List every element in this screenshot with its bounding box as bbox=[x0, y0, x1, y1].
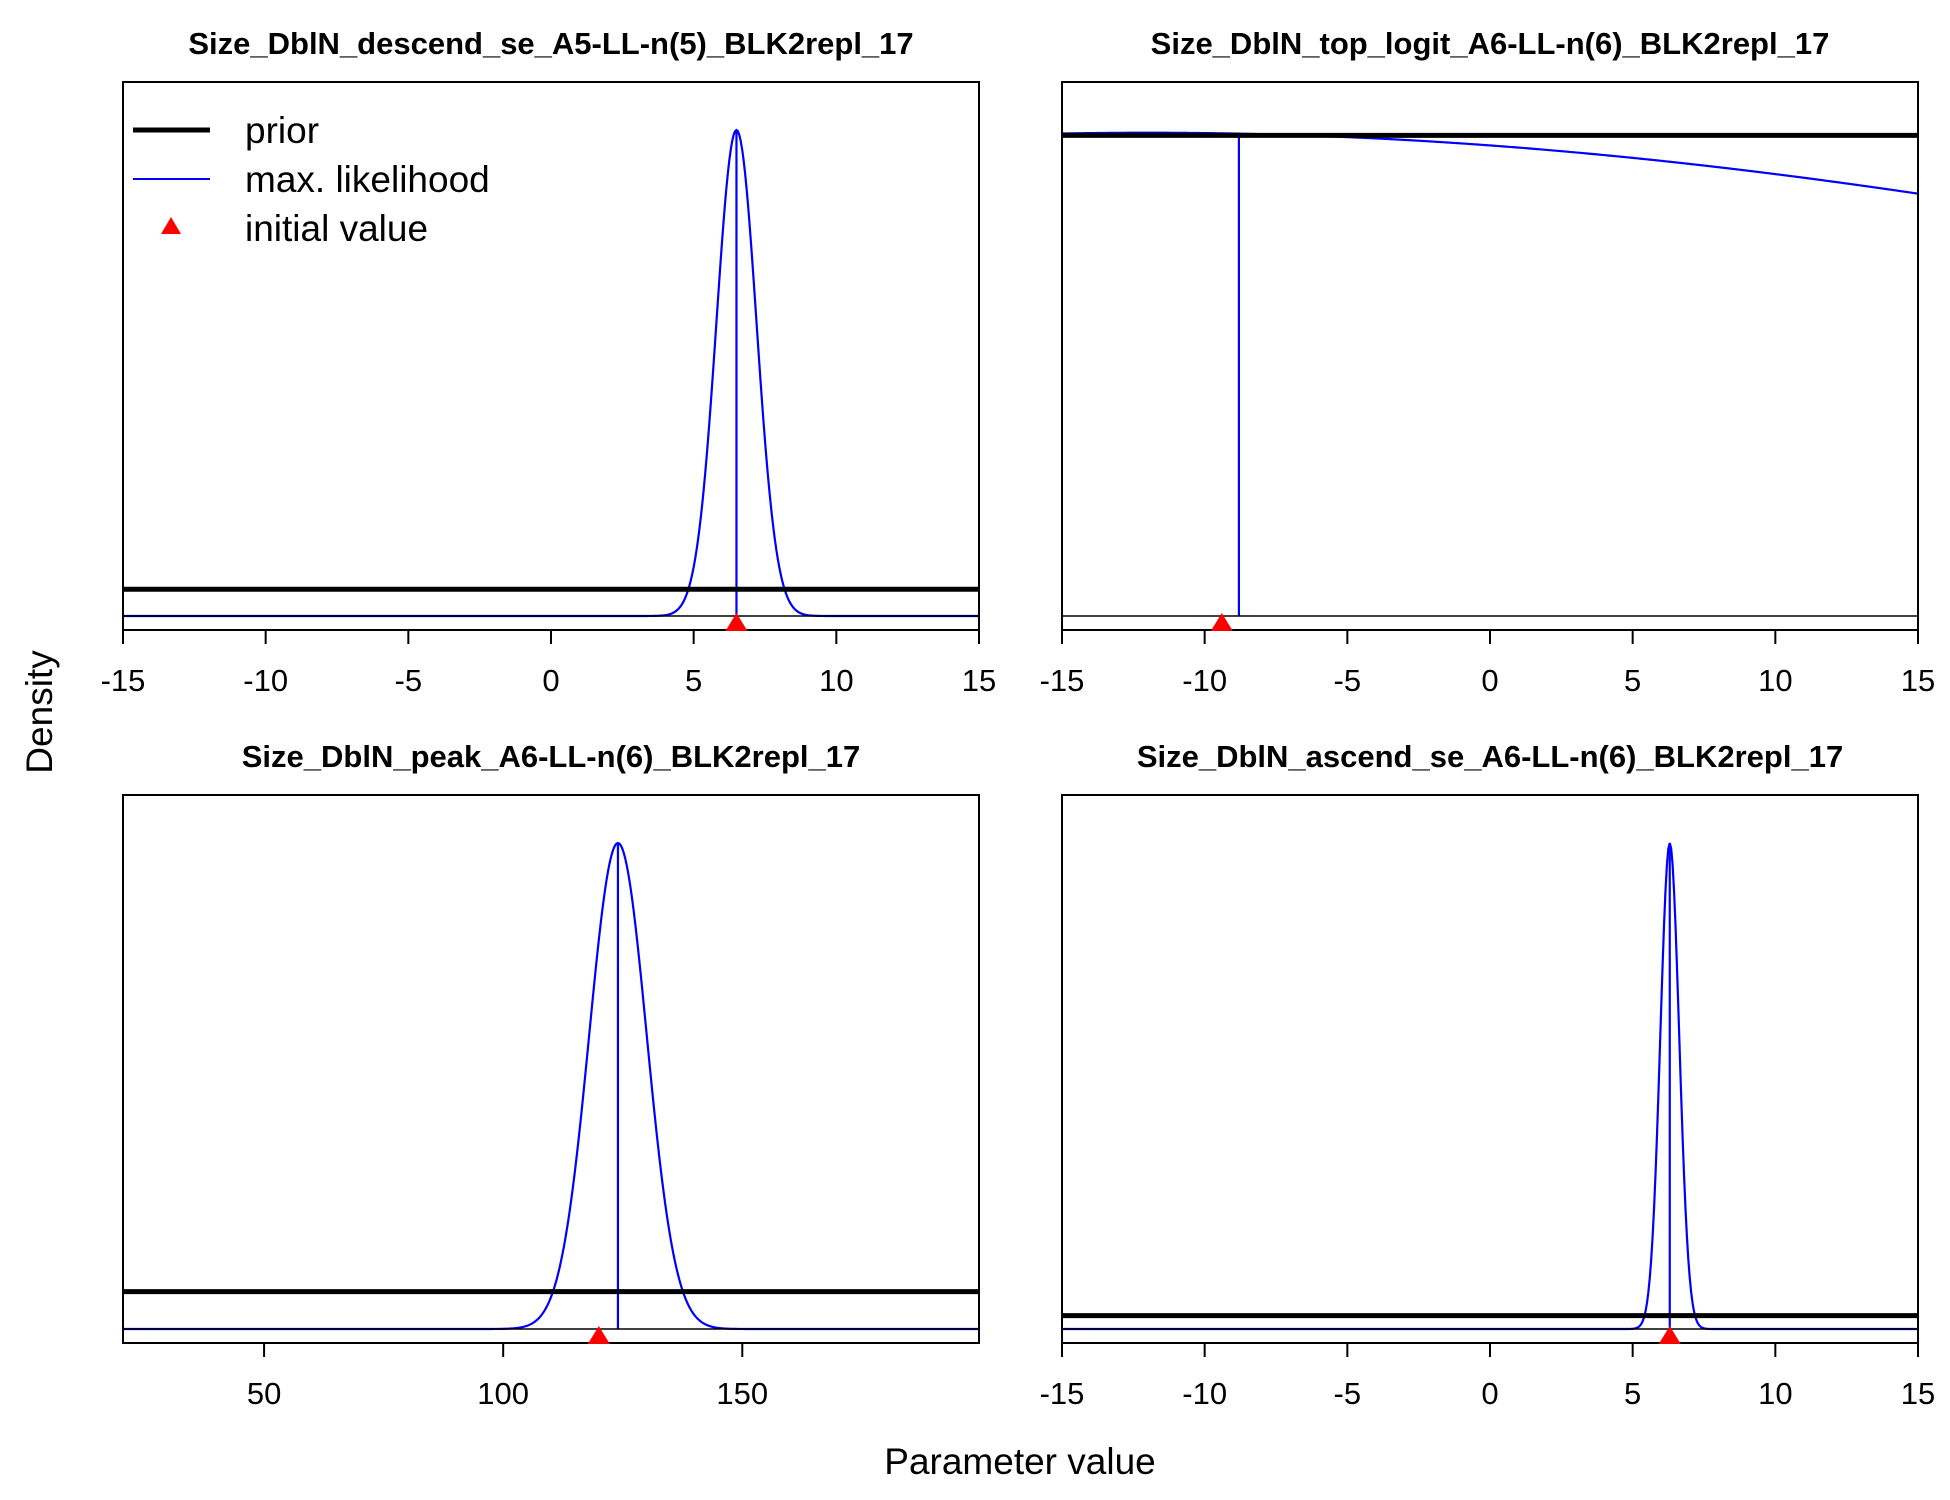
x-tick-label: 10 bbox=[1758, 663, 1792, 698]
x-axis-title: Parameter value bbox=[884, 1441, 1155, 1482]
x-tick-label: 0 bbox=[1481, 663, 1498, 698]
initial-value-marker bbox=[725, 613, 748, 631]
legend-initial-marker bbox=[161, 217, 181, 234]
x-tick-label: 10 bbox=[819, 663, 853, 698]
panel-3: Size_DblN_peak_A6-LL-n(6)_BLK2repl_17 50 1… bbox=[122, 739, 980, 1411]
legend: prior max. likelihood initial value bbox=[133, 110, 490, 249]
x-tick-label: 0 bbox=[542, 663, 559, 698]
plot-area bbox=[1062, 842, 1918, 1331]
initial-value-marker bbox=[1210, 613, 1233, 631]
x-tick-label: -15 bbox=[1040, 1376, 1085, 1411]
panel-title: Size_DblN_ascend_se_A6-LL-n(6)_BLK2repl_… bbox=[1137, 739, 1843, 774]
legend-prior-label: prior bbox=[245, 110, 319, 151]
legend-initial-label: initial value bbox=[245, 208, 428, 249]
y-axis-title: Density bbox=[19, 650, 60, 774]
x-tick-label: 10 bbox=[1758, 1376, 1792, 1411]
x-tick-label: 5 bbox=[1624, 1376, 1641, 1411]
plot-frame bbox=[1061, 81, 1919, 631]
x-tick-label: -5 bbox=[1334, 663, 1362, 698]
plot-area bbox=[1062, 131, 1918, 617]
x-tick-label: -5 bbox=[1334, 1376, 1362, 1411]
x-tick-label: 5 bbox=[1624, 663, 1641, 698]
panel-4: Size_DblN_ascend_se_A6-LL-n(6)_BLK2repl_… bbox=[1040, 739, 1936, 1411]
panel-title: Size_DblN_top_logit_A6-LL-n(6)_BLK2repl_… bbox=[1151, 26, 1830, 61]
panel-title: Size_DblN_descend_se_A5-LL-n(5)_BLK2repl… bbox=[188, 26, 913, 61]
initial-value-marker bbox=[587, 1326, 610, 1344]
plot-frame bbox=[1061, 794, 1919, 1344]
mle-curve bbox=[1062, 131, 1918, 195]
x-tick-label: -10 bbox=[1182, 663, 1227, 698]
x-tick-label: 15 bbox=[962, 663, 996, 698]
plot-frame bbox=[122, 794, 980, 1344]
mle-curve bbox=[123, 841, 979, 1331]
x-tick-label: 0 bbox=[1481, 1376, 1498, 1411]
x-tick-label: 15 bbox=[1901, 663, 1935, 698]
panel-title: Size_DblN_peak_A6-LL-n(6)_BLK2repl_17 bbox=[242, 739, 860, 774]
plot-area bbox=[123, 128, 979, 618]
panel-2: Size_DblN_top_logit_A6-LL-n(6)_BLK2repl_… bbox=[1040, 26, 1936, 698]
x-tick-label: 5 bbox=[685, 663, 702, 698]
x-tick-label: -15 bbox=[1040, 663, 1085, 698]
x-tick-label: -10 bbox=[243, 663, 288, 698]
plot-area bbox=[123, 841, 979, 1331]
mle-curve bbox=[1062, 842, 1918, 1331]
x-tick-label: 150 bbox=[716, 1376, 768, 1411]
x-tick-label: 15 bbox=[1901, 1376, 1935, 1411]
x-tick-label: 100 bbox=[477, 1376, 529, 1411]
x-tick-label: -15 bbox=[101, 663, 146, 698]
x-tick-label: -5 bbox=[395, 663, 423, 698]
legend-mle-label: max. likelihood bbox=[245, 159, 490, 200]
panel-1: Size_DblN_descend_se_A5-LL-n(5)_BLK2repl… bbox=[101, 26, 997, 698]
mle-curve bbox=[123, 128, 979, 618]
x-tick-label: -10 bbox=[1182, 1376, 1227, 1411]
initial-value-marker bbox=[1658, 1326, 1681, 1344]
x-tick-label: 50 bbox=[247, 1376, 281, 1411]
